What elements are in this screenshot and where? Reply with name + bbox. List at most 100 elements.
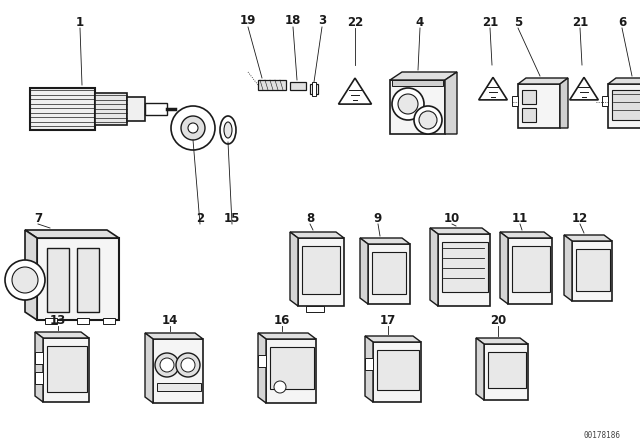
Polygon shape	[360, 238, 368, 304]
Bar	[145, 103, 167, 115]
Bar	[95, 93, 127, 125]
Polygon shape	[365, 336, 421, 342]
Polygon shape	[476, 338, 484, 400]
Text: 16: 16	[274, 314, 290, 327]
Bar	[157, 383, 201, 391]
Text: 21: 21	[482, 16, 498, 29]
Bar	[392, 80, 443, 86]
Polygon shape	[290, 232, 344, 238]
Bar	[365, 358, 373, 370]
Bar	[512, 96, 518, 106]
Text: 12: 12	[572, 211, 588, 224]
Bar	[572, 241, 612, 301]
Circle shape	[155, 353, 179, 377]
Text: 22: 22	[347, 16, 363, 29]
Bar	[258, 80, 286, 90]
Bar	[306, 306, 324, 312]
Text: 8: 8	[306, 211, 314, 224]
Bar	[522, 90, 536, 104]
Circle shape	[5, 260, 45, 300]
Bar	[77, 248, 99, 312]
Bar	[35, 372, 43, 384]
Polygon shape	[145, 333, 153, 403]
Bar	[30, 88, 95, 130]
Bar	[45, 318, 57, 324]
Polygon shape	[390, 72, 457, 80]
Polygon shape	[430, 228, 438, 306]
Bar	[298, 238, 344, 306]
Bar	[77, 318, 89, 324]
Polygon shape	[258, 333, 266, 403]
Text: 7: 7	[34, 211, 42, 224]
Polygon shape	[35, 332, 43, 402]
Circle shape	[274, 381, 286, 393]
Bar	[302, 246, 340, 294]
Circle shape	[171, 106, 215, 150]
Polygon shape	[560, 78, 568, 128]
Circle shape	[188, 123, 198, 133]
Bar	[47, 346, 87, 392]
Bar	[310, 84, 318, 94]
Bar	[377, 350, 419, 390]
Polygon shape	[564, 235, 612, 241]
Bar	[612, 90, 640, 120]
Bar	[608, 84, 640, 128]
Text: 10: 10	[444, 211, 460, 224]
Text: 19: 19	[240, 13, 256, 26]
Polygon shape	[290, 232, 298, 306]
Polygon shape	[35, 332, 89, 338]
Circle shape	[12, 267, 38, 293]
Circle shape	[160, 358, 174, 372]
Bar	[37, 238, 119, 320]
Circle shape	[414, 106, 442, 134]
Polygon shape	[258, 333, 316, 339]
Circle shape	[181, 358, 195, 372]
Polygon shape	[360, 238, 410, 244]
Ellipse shape	[220, 116, 236, 144]
Polygon shape	[518, 78, 568, 84]
Text: 9: 9	[374, 211, 382, 224]
Bar	[508, 238, 552, 304]
Polygon shape	[476, 338, 528, 344]
Bar	[47, 248, 69, 312]
Circle shape	[398, 94, 418, 114]
Bar	[368, 244, 410, 304]
Bar	[438, 234, 490, 306]
Ellipse shape	[224, 122, 232, 138]
Text: 18: 18	[285, 13, 301, 26]
Bar	[602, 96, 608, 106]
Circle shape	[176, 353, 200, 377]
Text: 4: 4	[416, 16, 424, 29]
Bar	[442, 242, 488, 292]
Polygon shape	[25, 230, 119, 238]
Polygon shape	[500, 232, 552, 238]
Bar	[312, 82, 316, 96]
Bar	[35, 352, 43, 364]
Polygon shape	[25, 230, 37, 320]
Text: 2: 2	[196, 211, 204, 224]
Bar	[390, 80, 445, 134]
Bar	[373, 342, 421, 402]
Polygon shape	[608, 78, 640, 84]
Polygon shape	[145, 333, 203, 339]
Text: 6: 6	[618, 16, 626, 29]
Text: 20: 20	[490, 314, 506, 327]
Text: 11: 11	[512, 211, 528, 224]
Circle shape	[419, 111, 437, 129]
Bar	[266, 339, 316, 403]
Circle shape	[392, 88, 424, 120]
Bar	[103, 318, 115, 324]
Bar	[258, 355, 266, 367]
Text: 5: 5	[514, 16, 522, 29]
Text: 14: 14	[162, 314, 178, 327]
Bar	[127, 97, 145, 121]
Text: 3: 3	[318, 13, 326, 26]
Bar	[43, 338, 89, 402]
Circle shape	[181, 116, 205, 140]
Polygon shape	[365, 336, 373, 402]
Bar	[372, 252, 406, 294]
Text: 21: 21	[572, 16, 588, 29]
Bar	[153, 339, 203, 403]
Bar	[576, 249, 610, 291]
Polygon shape	[564, 235, 572, 301]
